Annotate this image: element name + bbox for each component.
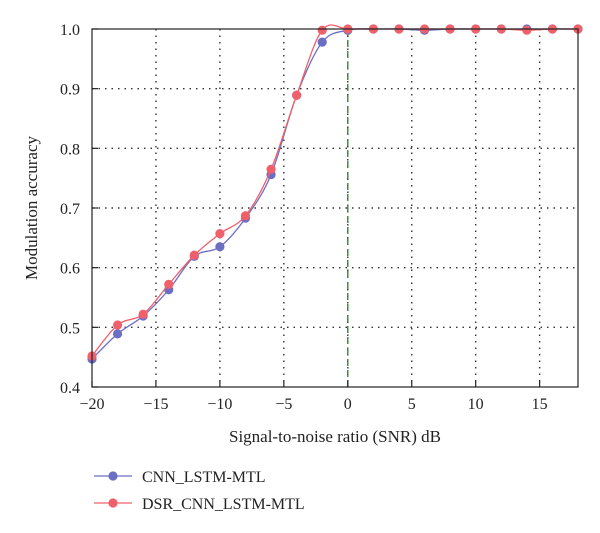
- data-point: [189, 250, 199, 260]
- data-point: [292, 90, 302, 100]
- x-tick-label: 15: [532, 396, 548, 413]
- ticks: −20 −15 −10 −5 0 5 10 15 0.4 0.5 0.6 0.7 0.8 0.9 1.0: [60, 22, 548, 413]
- data-point: [112, 329, 123, 339]
- legend-item-1: CNN_LSTM-MTL: [94, 469, 266, 486]
- x-tick-label: 0: [344, 396, 352, 413]
- series-2: [87, 24, 583, 361]
- series-line: [91, 28, 578, 360]
- y-tick-label: 0.7: [60, 201, 80, 218]
- grid: [92, 29, 578, 387]
- x-tick-label: 5: [408, 396, 416, 413]
- y-axis-title: Modulation accuracy: [22, 136, 41, 280]
- data-point: [317, 37, 327, 47]
- series-line: [91, 24, 579, 357]
- x-axis-title: Signal-to-noise ratio (SNR) dB: [229, 427, 441, 446]
- data-point: [317, 25, 327, 35]
- legend: CNN_LSTM-MTL DSR_CNN_LSTM-MTL: [94, 469, 305, 513]
- legend-marker: [108, 471, 118, 481]
- data-point: [112, 320, 123, 330]
- y-tick-label: 0.8: [60, 141, 80, 158]
- data-point: [215, 242, 225, 252]
- x-tick-label: 10: [468, 396, 484, 413]
- legend-label: CNN_LSTM-MTL: [142, 469, 266, 486]
- x-tick-label: −20: [79, 396, 104, 413]
- data-point: [522, 25, 532, 35]
- data-point: [240, 211, 251, 221]
- legend-label: DSR_CNN_LSTM-MTL: [142, 496, 305, 513]
- data-point: [266, 164, 276, 174]
- series-layer: [87, 24, 583, 364]
- y-tick-label: 1.0: [60, 22, 80, 39]
- series-1: [87, 24, 583, 364]
- data-point: [215, 229, 225, 239]
- x-tick-label: −5: [275, 396, 292, 413]
- legend-item-2: DSR_CNN_LSTM-MTL: [94, 496, 305, 513]
- data-point: [138, 309, 148, 319]
- y-tick-label: 0.5: [60, 320, 80, 337]
- x-tick-label: −15: [143, 396, 168, 413]
- x-tick-label: −10: [207, 396, 232, 413]
- data-point: [164, 279, 174, 289]
- y-tick-label: 0.4: [60, 380, 80, 397]
- y-tick-label: 0.9: [60, 82, 80, 99]
- legend-marker: [108, 498, 118, 508]
- y-tick-label: 0.6: [60, 261, 80, 278]
